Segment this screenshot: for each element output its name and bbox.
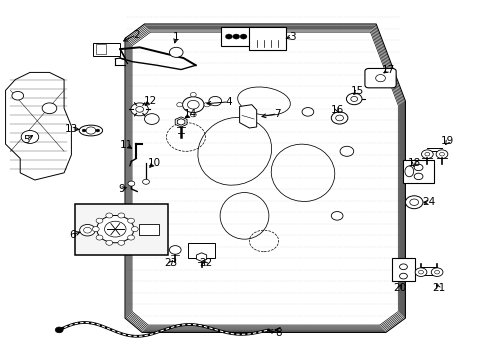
Circle shape <box>105 240 112 245</box>
Circle shape <box>435 150 447 158</box>
Circle shape <box>330 112 347 124</box>
Text: 19: 19 <box>440 136 453 146</box>
Text: 23: 23 <box>163 258 177 268</box>
Circle shape <box>203 103 209 107</box>
Circle shape <box>232 34 239 39</box>
Text: 18: 18 <box>407 158 420 168</box>
Circle shape <box>105 213 112 218</box>
Circle shape <box>430 268 442 276</box>
Circle shape <box>190 113 196 117</box>
FancyBboxPatch shape <box>75 204 167 255</box>
Circle shape <box>118 213 124 218</box>
Circle shape <box>169 246 181 254</box>
Text: 20: 20 <box>392 283 406 293</box>
FancyBboxPatch shape <box>402 160 433 183</box>
Circle shape <box>55 327 63 333</box>
Text: 4: 4 <box>225 97 232 107</box>
Circle shape <box>42 103 57 114</box>
Circle shape <box>131 226 138 231</box>
Polygon shape <box>5 72 71 180</box>
Text: 8: 8 <box>275 328 282 338</box>
FancyBboxPatch shape <box>364 68 395 88</box>
Circle shape <box>176 103 182 107</box>
Text: 15: 15 <box>350 86 364 96</box>
Text: 7: 7 <box>274 109 281 119</box>
Text: 2: 2 <box>133 30 139 40</box>
Circle shape <box>142 179 149 184</box>
Text: 1: 1 <box>173 32 179 42</box>
Text: 10: 10 <box>147 158 161 168</box>
Circle shape <box>118 240 124 245</box>
Text: 13: 13 <box>64 124 78 134</box>
Polygon shape <box>125 24 405 332</box>
FancyBboxPatch shape <box>139 224 159 235</box>
Text: 14: 14 <box>184 109 197 120</box>
Text: 11: 11 <box>120 140 133 150</box>
Circle shape <box>414 268 426 276</box>
Text: 9: 9 <box>118 184 124 194</box>
Text: 5: 5 <box>22 135 29 145</box>
Circle shape <box>405 196 422 209</box>
Polygon shape <box>239 105 256 128</box>
Circle shape <box>421 150 432 158</box>
Circle shape <box>128 181 135 186</box>
Circle shape <box>182 97 203 113</box>
Circle shape <box>346 93 361 105</box>
Circle shape <box>127 218 134 223</box>
Circle shape <box>92 226 99 231</box>
Text: 16: 16 <box>330 105 343 115</box>
FancyBboxPatch shape <box>188 243 214 258</box>
FancyBboxPatch shape <box>249 27 286 50</box>
Text: 21: 21 <box>431 283 444 293</box>
Circle shape <box>21 131 39 143</box>
Circle shape <box>96 218 102 223</box>
Circle shape <box>240 34 246 39</box>
Circle shape <box>131 103 148 116</box>
Text: 3: 3 <box>288 32 295 41</box>
Circle shape <box>82 129 86 132</box>
Text: 17: 17 <box>381 64 394 75</box>
Circle shape <box>169 47 183 57</box>
Circle shape <box>127 235 134 240</box>
Circle shape <box>225 34 232 39</box>
FancyBboxPatch shape <box>391 258 414 282</box>
FancyBboxPatch shape <box>221 27 252 45</box>
Circle shape <box>97 216 134 243</box>
Circle shape <box>96 235 102 240</box>
Text: 22: 22 <box>199 258 212 268</box>
Ellipse shape <box>79 125 102 136</box>
Circle shape <box>96 129 100 132</box>
Text: 6: 6 <box>69 230 76 239</box>
FancyBboxPatch shape <box>93 42 120 56</box>
Circle shape <box>190 93 196 97</box>
Text: 24: 24 <box>421 197 434 207</box>
Circle shape <box>12 91 23 100</box>
Text: 12: 12 <box>144 96 157 106</box>
Circle shape <box>80 225 95 236</box>
